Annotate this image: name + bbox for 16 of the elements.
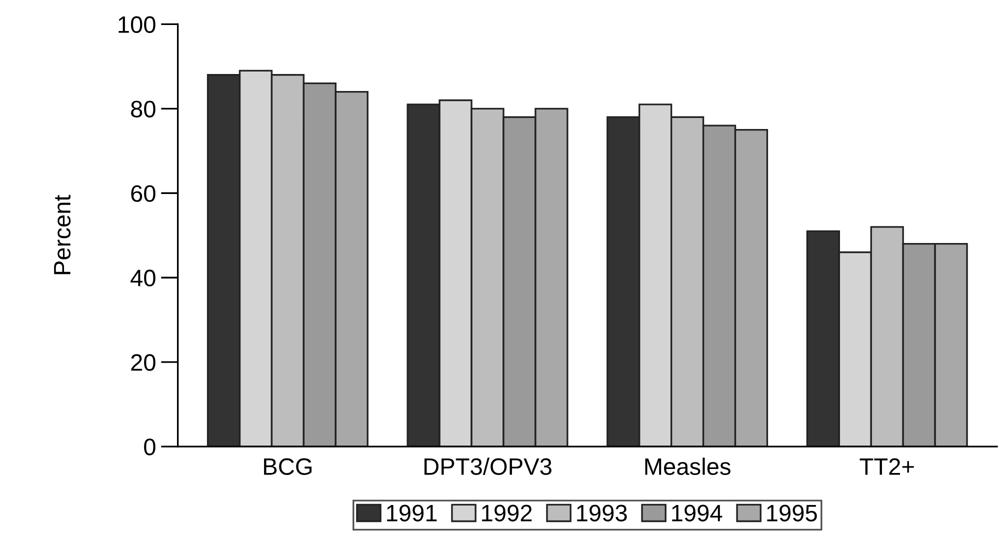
legend-label: 1991 <box>387 504 437 522</box>
y-tick-label: 0 <box>144 438 156 456</box>
y-tick-label: 40 <box>130 270 156 286</box>
y-tick-label: 20 <box>131 354 156 371</box>
x-tick-label: BCG <box>264 458 312 475</box>
y-axis-title: Percent <box>54 194 71 274</box>
y-tick-label: 100 <box>118 16 156 33</box>
x-tick-label: DPT3/OPV3 <box>424 458 552 475</box>
legend-label: 1994 <box>672 504 722 522</box>
x-tick-label: TT2+ <box>860 458 914 475</box>
legend-label: 1992 <box>482 504 532 522</box>
y-tick-label: 60 <box>131 185 156 202</box>
legend-label: 1995 <box>767 504 817 522</box>
x-tick-label: Measles <box>645 458 730 475</box>
legend-label: 1993 <box>577 504 627 522</box>
y-tick-label: 80 <box>131 100 156 118</box>
